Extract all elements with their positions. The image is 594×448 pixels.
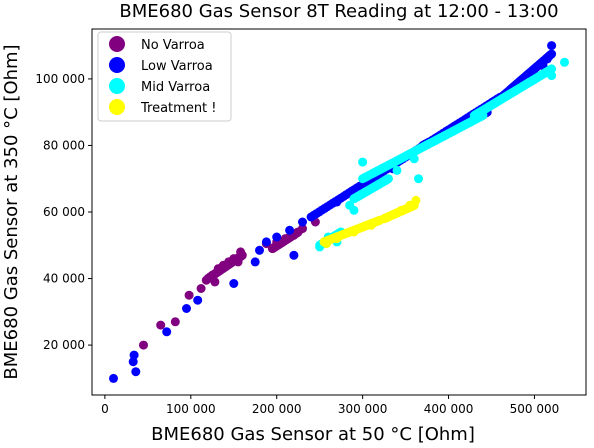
x-axis-label: BME680 Gas Sensor at 50 °C [Ohm] — [151, 424, 475, 445]
data-point — [285, 225, 295, 235]
data-point — [184, 290, 194, 300]
data-point — [170, 317, 180, 327]
legend-label: Low Varroa — [141, 59, 213, 74]
series-0 — [139, 217, 320, 350]
data-point — [250, 257, 260, 267]
legend-box — [97, 31, 232, 122]
x-tick-label: 0 — [101, 402, 109, 416]
data-point — [261, 237, 271, 247]
data-point — [280, 234, 290, 244]
data-point — [547, 71, 557, 81]
data-point — [255, 245, 264, 255]
data-point — [560, 57, 569, 67]
data-point — [349, 227, 359, 237]
y-tick-label: 80 000 — [43, 138, 85, 152]
data-point — [332, 234, 342, 244]
data-point — [156, 320, 166, 330]
data-point — [298, 224, 307, 234]
data-point — [272, 232, 282, 242]
x-tick-label: 200 000 — [252, 402, 302, 416]
data-point — [162, 327, 172, 337]
legend-marker — [109, 99, 125, 115]
data-point — [129, 350, 139, 360]
data-point — [383, 212, 393, 222]
data-point — [131, 367, 141, 377]
data-point — [414, 174, 423, 184]
legend: No Varroa Low Varroa Mid Varroa Treatment ! — [97, 31, 232, 122]
data-point — [128, 357, 138, 367]
data-point — [196, 284, 206, 293]
data-point — [289, 250, 299, 260]
data-point — [298, 217, 307, 227]
legend-marker — [109, 57, 125, 73]
data-point — [358, 157, 368, 167]
series-2 — [315, 57, 569, 252]
y-tick-label: 60 000 — [43, 205, 85, 219]
data-point — [201, 275, 211, 285]
data-point — [383, 174, 393, 184]
x-tick-label: 100 000 — [166, 402, 216, 416]
data-point — [236, 247, 246, 257]
data-point — [392, 165, 402, 175]
x-tick-label: 500 000 — [510, 402, 560, 416]
data-point — [233, 257, 243, 267]
data-point — [547, 41, 557, 51]
data-point — [396, 205, 406, 215]
legend-label: Mid Varroa — [141, 80, 210, 95]
data-point — [193, 295, 203, 305]
data-point — [322, 239, 331, 249]
data-point — [405, 200, 415, 210]
y-tick-label: 20 000 — [43, 338, 85, 352]
data-point — [210, 277, 220, 287]
data-point — [366, 220, 376, 230]
y-tick-label: 40 000 — [43, 272, 85, 286]
data-points — [109, 41, 569, 383]
chart-title: BME680 Gas Sensor 8T Reading at 12:00 - … — [119, 1, 558, 22]
legend-label: Treatment ! — [140, 101, 217, 116]
x-tick-label: 400 000 — [424, 402, 474, 416]
data-point — [139, 340, 148, 350]
legend-label: No Varroa — [141, 38, 205, 53]
data-point — [542, 54, 552, 64]
data-point — [229, 279, 239, 288]
legend-marker — [109, 36, 125, 52]
data-point — [411, 195, 421, 205]
data-point — [547, 64, 557, 74]
data-point — [530, 64, 539, 74]
y-tick-label: 100 000 — [35, 72, 85, 86]
x-axis-ticks: 0 100 000 200 000 300 000 400 000 500 000 — [101, 395, 559, 416]
x-tick-label: 300 000 — [338, 402, 388, 416]
y-axis-ticks: 20 000 40 000 60 000 80 000 100 000 — [35, 72, 92, 352]
legend-marker — [109, 78, 125, 94]
y-axis-label: BME680 Gas Sensor at 350 °C [Ohm] — [1, 44, 22, 379]
data-point — [182, 304, 191, 313]
series-3 — [319, 195, 421, 249]
data-point — [109, 373, 118, 383]
data-point — [409, 154, 419, 164]
data-point — [332, 197, 342, 207]
data-point — [349, 205, 359, 215]
